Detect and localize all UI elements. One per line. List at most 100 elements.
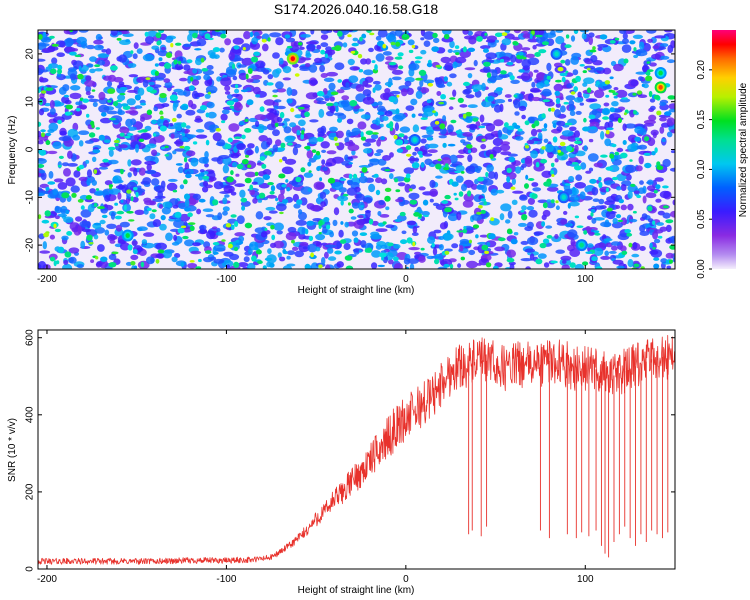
spectrogram-cell [85, 85, 92, 93]
spectrogram-cell [665, 224, 672, 233]
spectrogram-cell [75, 216, 83, 222]
spectrogram-cell [638, 76, 644, 81]
spectrogram-cell [521, 159, 525, 164]
spectrogram-cell [282, 77, 291, 81]
spectrogram-cell [241, 158, 249, 165]
spectrogram-cell [272, 129, 280, 137]
spectrogram-cell [360, 172, 365, 178]
spectrogram-cell [262, 169, 272, 176]
spectrogram-cell [475, 234, 479, 239]
spectrogram-cell [266, 82, 274, 86]
spectrogram-cell [344, 137, 350, 144]
spectrogram-cell [395, 41, 401, 47]
spectrogram-cell [494, 99, 506, 104]
spectrogram-cell [542, 209, 551, 217]
spectrogram-cell [469, 123, 478, 131]
spectrogram-cell [426, 137, 434, 141]
spectrogram-cell [448, 131, 458, 136]
spectrogram-cell [172, 205, 179, 209]
spectrogram-cell [261, 38, 267, 43]
spectrogram-cell [39, 76, 44, 83]
spectrogram-cell [327, 177, 336, 184]
spectrogram-cell [274, 99, 282, 103]
spectrogram-cell [659, 190, 671, 199]
spectrogram-cell [164, 145, 169, 149]
spectrogram-cell [161, 103, 170, 108]
spectrogram-cell [194, 174, 203, 177]
spectrogram-cell [341, 95, 350, 101]
spectrogram-cell [652, 220, 656, 225]
spectrogram-cell [536, 72, 546, 81]
spectrogram-cell [202, 208, 214, 212]
spectrogram-cell [564, 59, 571, 66]
spectrogram-cell [177, 166, 184, 174]
spectrogram-cell [408, 188, 413, 192]
spectrogram-cell [39, 250, 51, 254]
spectrogram-cell [258, 192, 266, 199]
spectrogram-cell [127, 133, 134, 136]
spectrogram-cell [140, 116, 145, 122]
spectrogram-cell [555, 200, 559, 204]
spectrogram-cell [201, 68, 209, 72]
spectrogram-cell [75, 101, 81, 106]
spectrogram-cell [297, 42, 303, 46]
spectrogram-cell [442, 115, 447, 122]
spectrogram-cell [569, 103, 575, 111]
spectrogram-cell [351, 42, 359, 47]
spectrogram-cell [623, 30, 635, 34]
spectrogram-cell [406, 220, 417, 226]
spectrogram-cell [627, 190, 633, 199]
spectrogram-cell [583, 230, 588, 235]
spectrogram-cell [133, 265, 138, 269]
snr-frame [37, 329, 676, 570]
spectrogram-cell [646, 181, 653, 185]
spectrogram-cell [621, 44, 632, 53]
spectrogram-cell [652, 230, 659, 240]
spectrogram-cell [248, 117, 258, 123]
spectrogram-cell [481, 100, 492, 108]
spectrogram-cell [424, 158, 433, 165]
spectrogram-cell [195, 58, 202, 66]
spectrogram-cell [622, 123, 627, 131]
spectrogram-cell [345, 82, 350, 88]
spectrogram-cell [570, 55, 580, 65]
spectrogram-cell [306, 149, 314, 159]
spectrogram-cell [245, 154, 249, 158]
spectrogram-cell [631, 253, 640, 258]
spectrogram-cell [639, 231, 650, 236]
spectrogram-cell [195, 266, 202, 269]
spectrogram-cell [133, 42, 139, 49]
spectrogram-cell [506, 257, 515, 263]
spectrogram-cell [155, 242, 167, 251]
spectrogram-cell [352, 248, 364, 253]
spectrogram-cell [267, 74, 274, 80]
spectrogram-x-tick-label: -100 [216, 274, 236, 285]
spectrogram-cell [639, 128, 647, 136]
spectrogram-cell [406, 87, 414, 95]
spectrogram-cell [282, 265, 292, 269]
spectrogram-cell [384, 169, 391, 172]
spectrogram-cell [443, 166, 450, 171]
spectrogram-cell [318, 108, 325, 118]
spectrogram-cell [144, 160, 157, 166]
spectrogram-cell [47, 150, 58, 155]
spectrogram-cell [233, 261, 240, 268]
spectrogram-cell [264, 150, 272, 156]
spectrogram-cell [452, 61, 458, 69]
spectrogram-cell [307, 161, 312, 167]
spectrogram-cell [84, 198, 94, 203]
spectrogram-cell [585, 251, 593, 254]
spectrogram-cell [556, 120, 566, 127]
spectrogram-cell [499, 58, 505, 63]
spectrogram-cell [264, 257, 273, 261]
spectrogram-cell [621, 250, 628, 255]
spectrogram-cell [414, 60, 421, 64]
spectrogram-cell [605, 166, 614, 171]
spectrogram-cell [212, 251, 219, 255]
spectrogram-cell [285, 179, 289, 183]
spectrogram-cell [69, 51, 77, 56]
spectrogram-cell [204, 93, 211, 99]
spectrogram-cell [435, 175, 443, 179]
spectrogram-cell [120, 168, 124, 175]
spectrogram-cell [476, 184, 485, 190]
